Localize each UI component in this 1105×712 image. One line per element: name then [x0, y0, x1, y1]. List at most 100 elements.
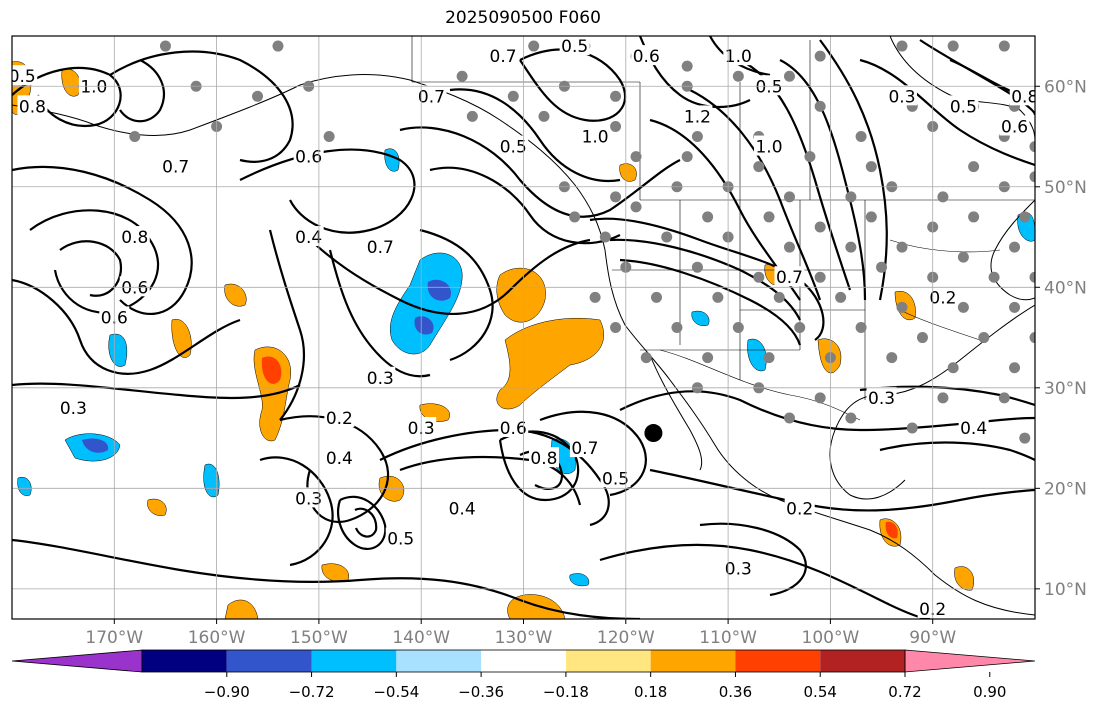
- station-dot: [466, 110, 478, 122]
- shade-darkblue-c: [82, 438, 109, 453]
- station-dot: [1019, 211, 1031, 223]
- station-dot: [732, 322, 744, 333]
- map-gridlines: [12, 36, 1035, 619]
- colorbar-tick-label: −0.18: [543, 683, 589, 701]
- contour-label: 0.6: [500, 419, 527, 439]
- station-dot: [896, 241, 908, 253]
- shade-orange-m: [147, 498, 167, 516]
- contour-label: 1.0: [755, 138, 782, 158]
- contour-label-bg: [887, 85, 918, 106]
- lon-tick-label: 120°W: [597, 628, 655, 648]
- station-dot: [630, 151, 642, 163]
- station-dot: [845, 191, 857, 203]
- contour-label: 0.7: [162, 158, 189, 178]
- lat-tick-label: 10°N: [1044, 580, 1087, 600]
- station-dot: [1009, 241, 1021, 253]
- contour-label-bg: [754, 75, 785, 96]
- station-dot: [906, 422, 918, 434]
- contour-label: 0.4: [960, 419, 987, 439]
- shade-orange-a: [61, 68, 81, 97]
- lat-tick-label: 60°N: [1044, 77, 1087, 97]
- station-dot: [691, 131, 703, 143]
- station-dot: [773, 291, 785, 303]
- station-dot: [1019, 432, 1031, 444]
- contour-label-bg: [293, 145, 324, 166]
- contour-label-bg: [324, 406, 355, 427]
- contour-label-bg: [58, 396, 89, 417]
- station-dot: [610, 90, 622, 102]
- contour-label: 0.5: [561, 37, 588, 57]
- station-dot: [272, 40, 284, 52]
- contour-label: 1.0: [80, 77, 107, 97]
- station-dot: [814, 271, 826, 283]
- coastline-gulf-mexico: [829, 304, 1035, 500]
- station-dot: [814, 221, 826, 233]
- lat-tick-label: 40°N: [1044, 278, 1087, 298]
- colorbar-tick-label: −0.90: [204, 683, 250, 701]
- station-dot: [783, 70, 795, 82]
- colorbar-segment: [226, 650, 312, 672]
- station-dot: [650, 291, 662, 303]
- station-dot: [845, 241, 857, 253]
- location-marker: [644, 424, 663, 443]
- colorbar-segment: [396, 650, 482, 672]
- shade-orange-center: [496, 267, 546, 323]
- shade-darkblue-b: [414, 316, 434, 335]
- shade-orange-b: [171, 319, 192, 358]
- contour-label-bg: [723, 45, 754, 66]
- station-dot: [876, 261, 888, 273]
- station-dot: [732, 70, 744, 82]
- longitude-tick-labels: 170°W 160°W 150°W 140°W 130°W 120°W 110°W 100°W…: [85, 619, 956, 648]
- contour-label-bg: [365, 366, 396, 387]
- contour-label: 0.5: [602, 469, 629, 489]
- shade-orange-e: [619, 163, 637, 182]
- station-dot: [855, 131, 867, 143]
- station-dot: [528, 40, 540, 52]
- station-dot: [937, 191, 949, 203]
- station-dot: [916, 332, 928, 344]
- contour-label-bg: [17, 95, 48, 116]
- contour-label: 0.6: [1001, 117, 1028, 137]
- contour-label: 0.8: [1011, 87, 1038, 107]
- contour-label-bg: [293, 226, 324, 247]
- contour-label-bg: [324, 447, 355, 468]
- shade-red-h: [885, 521, 898, 539]
- station-dot: [456, 70, 468, 82]
- station-dot: [783, 241, 795, 253]
- station-dot: [252, 90, 264, 102]
- shade-blue-large: [390, 252, 463, 355]
- shade-red-west: [261, 356, 282, 384]
- contour-label-bg: [580, 125, 611, 146]
- contour-label-bg: [160, 155, 191, 176]
- contour-label-bg: [559, 36, 590, 56]
- station-dot: [753, 271, 765, 283]
- contour-label-bg: [488, 45, 519, 66]
- contour-label-bg: [498, 135, 529, 156]
- station-dot: [589, 291, 601, 303]
- contour-label: 0.8: [121, 228, 148, 248]
- station-dot: [957, 251, 969, 263]
- station-dot: [998, 392, 1010, 404]
- contour-label-bg: [447, 497, 478, 518]
- contour-label-bg: [78, 75, 109, 96]
- station-dot: [323, 131, 335, 143]
- station-dot: [896, 301, 908, 313]
- station-dot: [630, 201, 642, 213]
- contour-label: 0.7: [418, 87, 445, 107]
- station-dot: [865, 161, 877, 173]
- station-dot: [712, 291, 724, 303]
- shade-blue-i: [17, 476, 32, 496]
- contour-label-bg: [631, 45, 662, 66]
- contour-label: 0.4: [449, 499, 476, 519]
- shade-orange-l: [224, 599, 259, 619]
- shade-blue-b: [108, 333, 128, 367]
- station-dot: [968, 161, 980, 173]
- station-dot: [159, 40, 171, 52]
- station-dot: [947, 362, 959, 374]
- station-dot: [610, 191, 622, 203]
- station-dot: [1029, 332, 1035, 344]
- contour-label-bg: [1009, 85, 1035, 106]
- station-dot: [1029, 271, 1035, 283]
- colorbar-tick-label: −0.72: [289, 683, 335, 701]
- contour-label: 0.5: [387, 530, 414, 550]
